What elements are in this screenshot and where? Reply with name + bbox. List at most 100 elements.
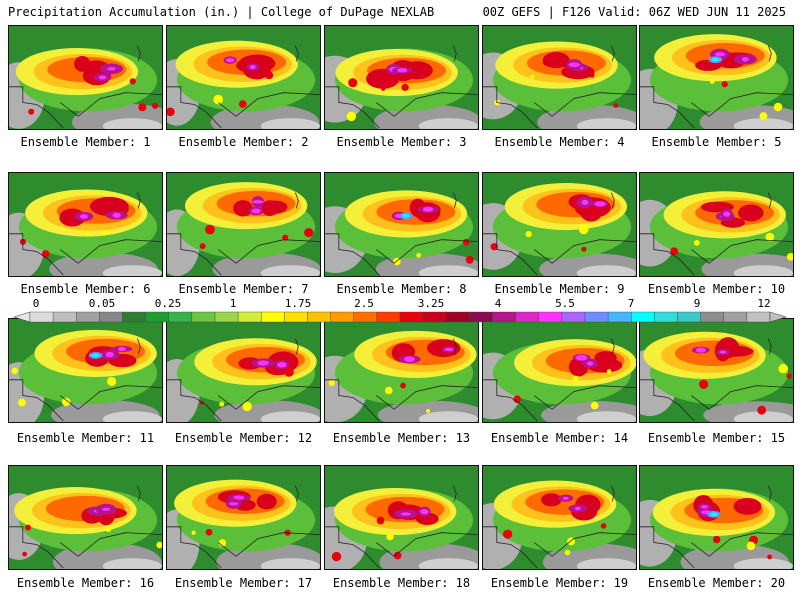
legend-color-swatch	[145, 311, 169, 323]
legend-color-swatch	[330, 311, 354, 323]
ensemble-map-10	[639, 172, 794, 277]
ensemble-member-label: Ensemble Member: 13	[332, 431, 471, 445]
legend-tick-label: 0	[32, 297, 40, 310]
ensemble-member-label: Ensemble Member: 19	[490, 576, 629, 590]
legend-color-swatch	[376, 311, 401, 323]
legend-color-swatch	[700, 311, 724, 323]
ensemble-map-11	[8, 318, 163, 423]
ensemble-map-19	[482, 465, 637, 570]
ensemble-map-12	[166, 318, 321, 423]
ensemble-member-label: Ensemble Member: 9	[494, 282, 625, 296]
ensemble-map-13	[324, 318, 479, 423]
precip-field	[167, 466, 320, 569]
legend-color-swatch	[29, 311, 54, 323]
legend-color-swatch	[446, 311, 470, 323]
legend-color-swatch	[561, 311, 586, 323]
legend-color-swatch	[677, 311, 701, 323]
legend-color-swatch	[607, 311, 632, 323]
legend-tick-label: 3.25	[417, 297, 445, 310]
ensemble-map-8	[324, 172, 479, 277]
legend-under-arrow	[12, 311, 31, 323]
precip-field	[325, 466, 478, 569]
ensemble-map-15	[639, 318, 794, 423]
ensemble-member-label: Ensemble Member: 6	[20, 282, 151, 296]
legend-color-swatch	[515, 311, 539, 323]
legend-tick-label: 7	[627, 297, 635, 310]
legend-color-swatch	[168, 311, 193, 323]
ensemble-member-label: Ensemble Member: 5	[651, 135, 782, 149]
ensemble-map-16	[8, 465, 163, 570]
ensemble-map-20	[639, 465, 794, 570]
ensemble-member-label: Ensemble Member: 14	[490, 431, 629, 445]
legend-tick-label: 2.5	[354, 297, 374, 310]
legend-tick-label: 0.05	[88, 297, 116, 310]
precip-field	[640, 319, 793, 422]
legend-tick-label: 1	[229, 297, 237, 310]
legend-color-swatch	[122, 311, 146, 323]
precip-field	[483, 173, 636, 276]
legend-color-swatch	[214, 311, 239, 323]
precip-field	[640, 173, 793, 276]
ensemble-member-label: Ensemble Member: 16	[16, 576, 155, 590]
legend-color-swatch	[353, 311, 378, 323]
legend-color-swatch	[284, 311, 308, 323]
ensemble-member-label: Ensemble Member: 12	[174, 431, 313, 445]
ensemble-member-label: Ensemble Member: 1	[20, 135, 151, 149]
ensemble-member-label: Ensemble Member: 3	[336, 135, 467, 149]
legend-color-swatch	[631, 311, 655, 323]
precip-field	[9, 466, 162, 569]
legend-color-swatch	[584, 311, 609, 323]
legend-color-swatch	[52, 311, 77, 323]
precip-field	[167, 319, 320, 422]
legend-tick-label: 12	[757, 297, 771, 310]
ensemble-map-4	[482, 25, 637, 130]
legend-color-swatch	[76, 311, 100, 323]
model-valid-time: 00Z GEFS | F126 Valid: 06Z WED JUN 11 20…	[482, 5, 786, 19]
ensemble-member-label: Ensemble Member: 4	[494, 135, 625, 149]
ensemble-map-2	[166, 25, 321, 130]
legend-tick-label: 0.25	[154, 297, 182, 310]
legend-color-swatch	[261, 311, 285, 323]
precip-field	[9, 26, 162, 129]
ensemble-member-label: Ensemble Member: 17	[174, 576, 313, 590]
ensemble-map-3	[324, 25, 479, 130]
legend-color-swatch	[307, 311, 331, 323]
precip-field	[483, 319, 636, 422]
ensemble-member-label: Ensemble Member: 11	[16, 431, 155, 445]
precip-field	[167, 26, 320, 129]
legend-color-swatch	[422, 311, 447, 323]
legend-color-swatch	[237, 311, 262, 323]
ensemble-member-label: Ensemble Member: 2	[178, 135, 309, 149]
ensemble-map-7	[166, 172, 321, 277]
legend-color-swatch	[399, 311, 424, 323]
legend-tick-label: 4	[494, 297, 502, 310]
legend-over-arrow	[769, 311, 788, 323]
precip-field	[325, 26, 478, 129]
legend-color-swatch	[492, 311, 516, 323]
ensemble-member-label: Ensemble Member: 18	[332, 576, 471, 590]
legend-tick-labels: 0 0.05 0.25 1 1.75 2.5 3.25 4 5.5 7 9 12	[0, 297, 800, 310]
precip-field	[483, 26, 636, 129]
legend-color-swatch	[654, 311, 678, 323]
map-title: Precipitation Accumulation (in.) | Colle…	[8, 5, 435, 19]
legend-color-swatch	[723, 311, 748, 323]
ensemble-map-9	[482, 172, 637, 277]
legend-tick-label: 5.5	[555, 297, 575, 310]
precip-field	[325, 319, 478, 422]
ensemble-map-17	[166, 465, 321, 570]
precip-field	[483, 466, 636, 569]
precip-field	[640, 26, 793, 129]
precip-field	[325, 173, 478, 276]
legend-tick-label: 9	[693, 297, 701, 310]
precipitation-color-scale	[12, 311, 788, 323]
ensemble-map-18	[324, 465, 479, 570]
ensemble-map-14	[482, 318, 637, 423]
ensemble-member-label: Ensemble Member: 8	[336, 282, 467, 296]
ensemble-member-label: Ensemble Member: 15	[647, 431, 786, 445]
ensemble-map-5	[639, 25, 794, 130]
legend-color-swatch	[99, 311, 123, 323]
ensemble-member-label: Ensemble Member: 20	[647, 576, 786, 590]
precip-field	[9, 319, 162, 422]
ensemble-member-label: Ensemble Member: 7	[178, 282, 309, 296]
precip-field	[9, 173, 162, 276]
